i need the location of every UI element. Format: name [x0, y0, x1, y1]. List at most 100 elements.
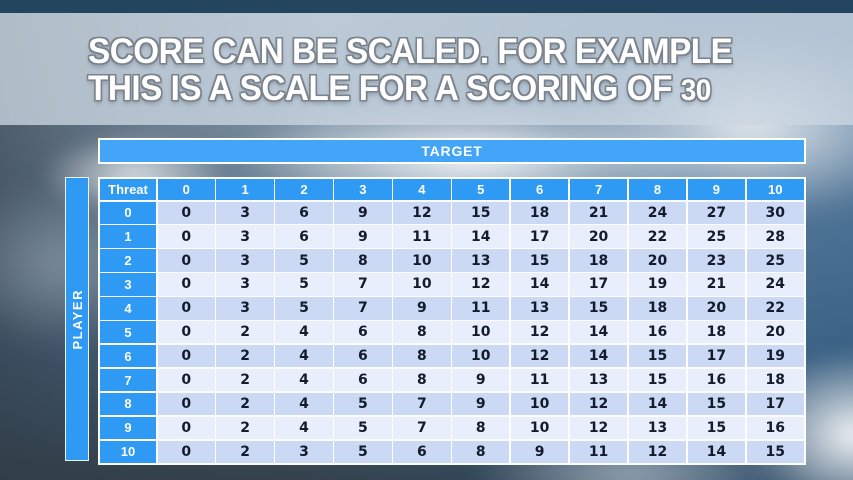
target-label: TARGET	[421, 143, 483, 159]
column-header-4: 4	[393, 179, 451, 200]
score-cell-r3-c6: 14	[510, 273, 569, 296]
score-cell-r9-c10: 16	[746, 416, 804, 440]
score-cell-r4-c9: 20	[687, 297, 746, 320]
score-cell-r10-c7: 11	[569, 440, 628, 463]
score-cell-r5-c3: 6	[334, 321, 392, 344]
score-cell-r8-c9: 15	[687, 392, 746, 416]
score-cell-r7-c0: 0	[157, 368, 215, 392]
score-cell-r3-c0: 0	[157, 273, 215, 296]
row-header-3: 3	[100, 273, 156, 296]
score-cell-r8-c4: 7	[393, 392, 451, 416]
score-cell-r3-c1: 3	[216, 273, 274, 296]
title-scale-number: 30	[680, 74, 712, 107]
score-cell-r3-c4: 10	[393, 273, 451, 296]
row-header-10: 10	[100, 440, 156, 463]
row-header-5: 5	[100, 321, 156, 344]
score-cell-r5-c9: 18	[687, 321, 746, 344]
player-label: PLAYER	[69, 288, 85, 350]
score-cell-r7-c9: 16	[687, 368, 746, 392]
score-cell-r0-c3: 9	[334, 201, 392, 224]
score-cell-r7-c10: 18	[746, 368, 804, 392]
score-cell-r4-c2: 5	[275, 297, 333, 320]
score-cell-r10-c1: 2	[216, 440, 274, 463]
score-cell-r7-c7: 13	[569, 368, 628, 392]
column-header-9: 9	[687, 179, 746, 200]
score-cell-r3-c2: 5	[275, 273, 333, 296]
score-cell-r5-c6: 12	[510, 321, 569, 344]
score-cell-r6-c0: 0	[157, 344, 215, 368]
score-cell-r2-c3: 8	[334, 249, 392, 272]
title-line-2: THIS IS A SCALE FOR A SCORING OF	[88, 69, 672, 108]
score-cell-r7-c8: 15	[628, 368, 687, 392]
score-cell-r5-c7: 14	[569, 321, 628, 344]
score-cell-r5-c0: 0	[157, 321, 215, 344]
score-cell-r6-c1: 2	[216, 344, 274, 368]
score-cell-r2-c10: 25	[746, 249, 804, 272]
score-cell-r10-c2: 3	[275, 440, 333, 463]
score-cell-r8-c1: 2	[216, 392, 274, 416]
score-cell-r10-c9: 14	[687, 440, 746, 463]
score-cell-r10-c8: 12	[628, 440, 687, 463]
score-cell-r8-c2: 4	[275, 392, 333, 416]
title-band	[0, 13, 853, 125]
score-cell-r1-c10: 28	[746, 225, 804, 248]
score-cell-r1-c5: 14	[452, 225, 510, 248]
score-cell-r4-c5: 11	[452, 297, 510, 320]
row-header-9: 9	[100, 416, 156, 440]
score-cell-r9-c3: 5	[334, 416, 392, 440]
score-cell-r4-c7: 15	[569, 297, 628, 320]
score-cell-r7-c5: 9	[452, 368, 510, 392]
score-cell-r9-c5: 8	[452, 416, 510, 440]
score-cell-r1-c8: 22	[628, 225, 687, 248]
score-cell-r10-c3: 5	[334, 440, 392, 463]
score-cell-r6-c3: 6	[334, 344, 392, 368]
score-cell-r6-c10: 19	[746, 344, 804, 368]
score-cell-r9-c8: 13	[628, 416, 687, 440]
score-cell-r1-c6: 17	[510, 225, 569, 248]
score-cell-r6-c4: 8	[393, 344, 451, 368]
score-cell-r3-c5: 12	[452, 273, 510, 296]
score-cell-r1-c3: 9	[334, 225, 392, 248]
row-header-8: 8	[100, 392, 156, 416]
column-header-10: 10	[746, 179, 804, 200]
score-cell-r6-c8: 15	[628, 344, 687, 368]
score-cell-r2-c5: 13	[452, 249, 510, 272]
score-cell-r0-c4: 12	[393, 201, 451, 224]
row-header-2: 2	[100, 249, 156, 272]
column-header-6: 6	[510, 179, 569, 200]
score-cell-r7-c3: 6	[334, 368, 392, 392]
score-cell-r3-c7: 17	[569, 273, 628, 296]
score-cell-r3-c3: 7	[334, 273, 392, 296]
score-cell-r0-c8: 24	[628, 201, 687, 224]
column-header-5: 5	[452, 179, 510, 200]
score-cell-r2-c0: 0	[157, 249, 215, 272]
column-header-2: 2	[275, 179, 333, 200]
score-cell-r4-c4: 9	[393, 297, 451, 320]
score-cell-r5-c10: 20	[746, 321, 804, 344]
score-cell-r4-c3: 7	[334, 297, 392, 320]
score-cell-r5-c8: 16	[628, 321, 687, 344]
score-cell-r7-c2: 4	[275, 368, 333, 392]
score-cell-r1-c0: 0	[157, 225, 215, 248]
score-cell-r4-c1: 3	[216, 297, 274, 320]
score-cell-r2-c8: 20	[628, 249, 687, 272]
score-cell-r8-c10: 17	[746, 392, 804, 416]
score-cell-r5-c4: 8	[393, 321, 451, 344]
score-cell-r2-c9: 23	[687, 249, 746, 272]
score-cell-r8-c8: 14	[628, 392, 687, 416]
target-header-bar: TARGET	[98, 138, 806, 164]
column-header-3: 3	[334, 179, 392, 200]
score-cell-r8-c5: 9	[452, 392, 510, 416]
score-cell-r10-c6: 9	[510, 440, 569, 463]
column-header-7: 7	[569, 179, 628, 200]
column-header-8: 8	[628, 179, 687, 200]
top-strip	[0, 0, 853, 13]
score-cell-r9-c1: 2	[216, 416, 274, 440]
score-cell-r2-c4: 10	[393, 249, 451, 272]
score-cell-r7-c6: 11	[510, 368, 569, 392]
score-cell-r0-c1: 3	[216, 201, 274, 224]
score-cell-r10-c5: 8	[452, 440, 510, 463]
row-header-1: 1	[100, 225, 156, 248]
score-cell-r0-c10: 30	[746, 201, 804, 224]
